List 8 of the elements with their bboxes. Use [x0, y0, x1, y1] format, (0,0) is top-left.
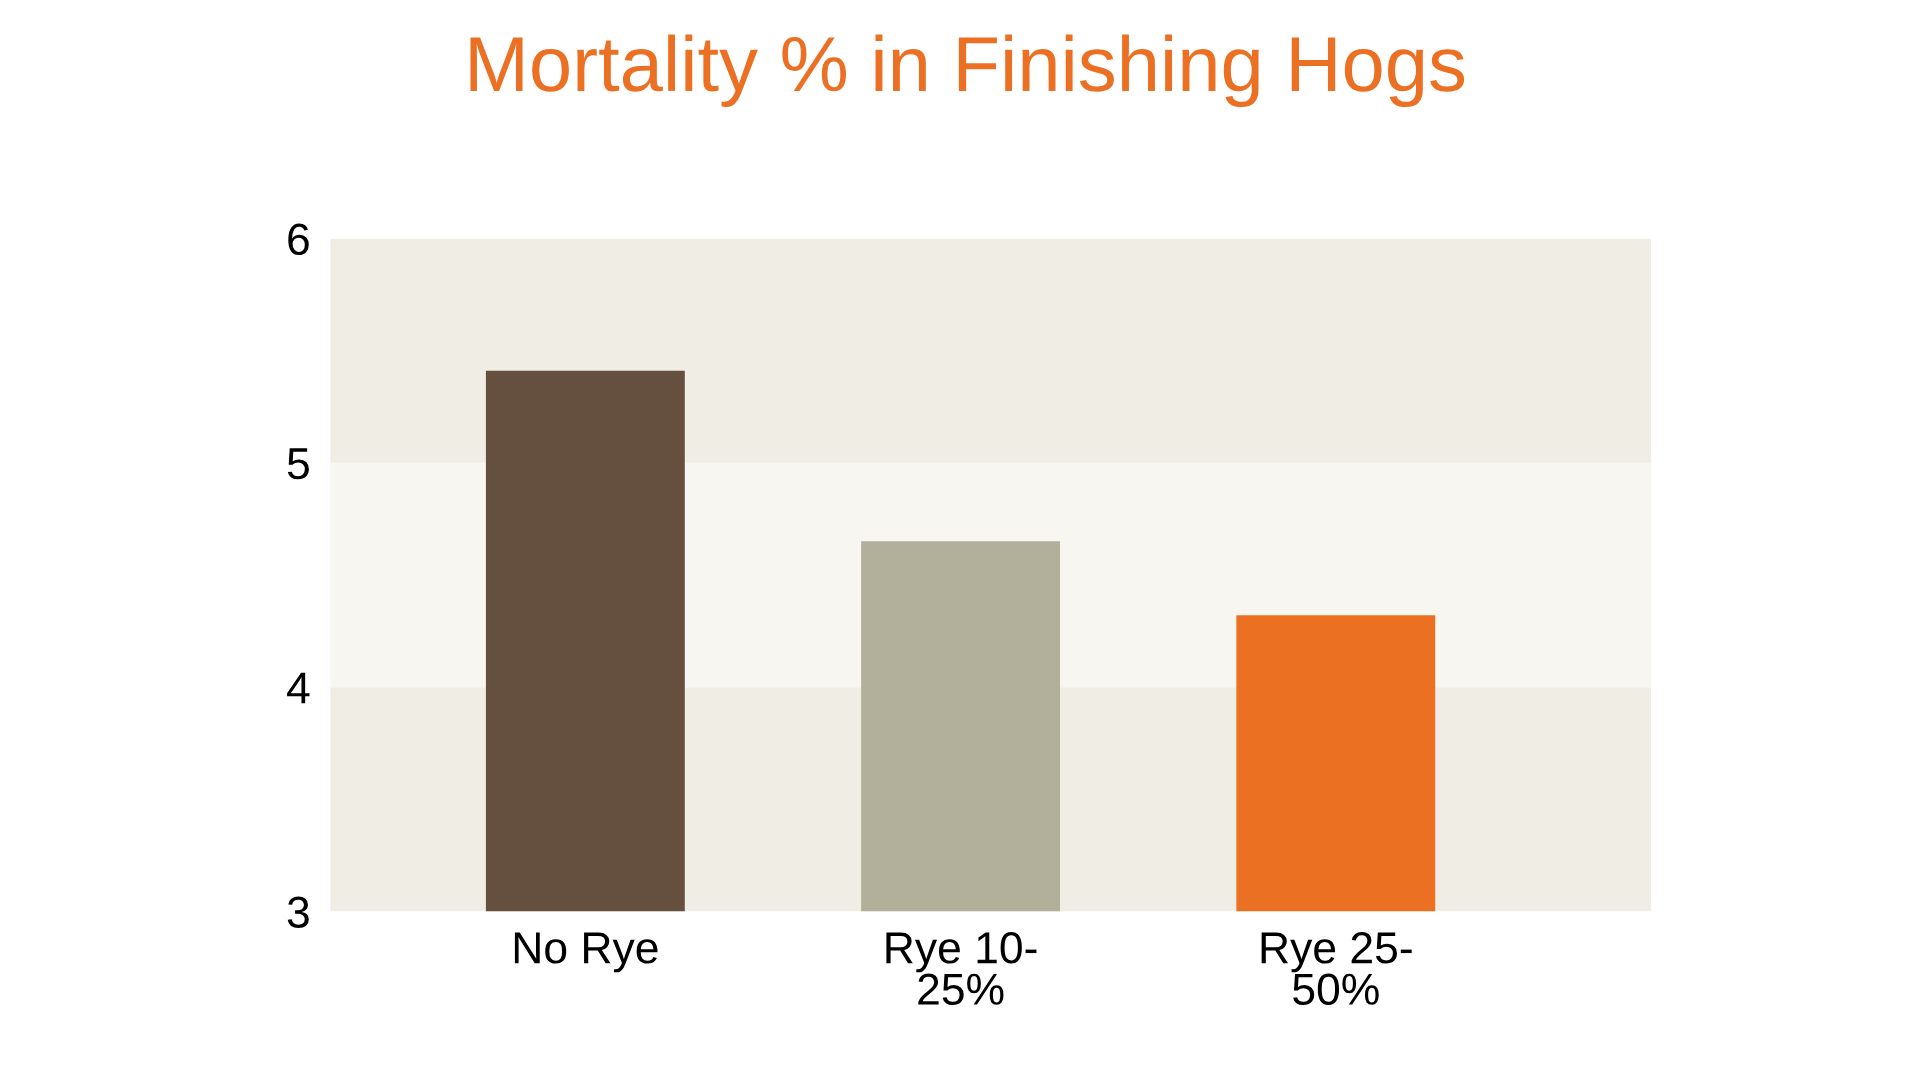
x-tick-label: Rye 25- 50% [1261, 932, 1412, 1006]
x-tick-label: Rye 10- 25% [886, 932, 1037, 1006]
y-tick-label: 3 [287, 896, 309, 929]
y-tick-label: 5 [287, 448, 309, 480]
x-tick-label: No Rye [514, 932, 658, 973]
y-tick-label: 6 [288, 223, 309, 256]
chart-title: Mortality % in Finishing Hogs [470, 34, 1465, 108]
y-tick-label: 4 [287, 672, 310, 704]
